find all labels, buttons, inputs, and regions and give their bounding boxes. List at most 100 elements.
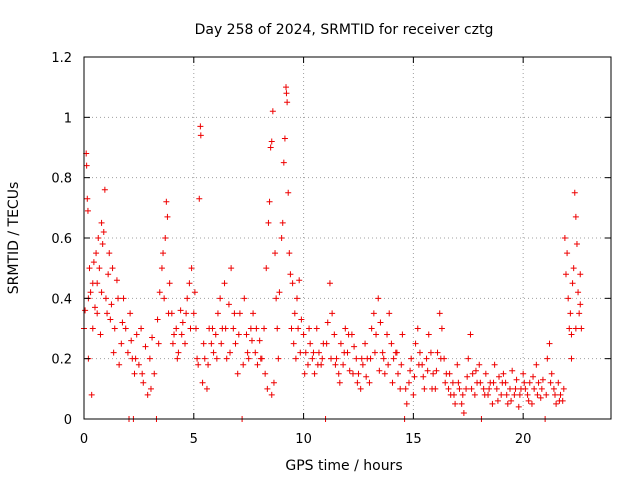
data-points-layer [81, 84, 585, 422]
data-point [109, 265, 116, 272]
data-point [476, 361, 483, 368]
data-point [423, 355, 430, 362]
data-point [319, 355, 326, 362]
data-point [94, 310, 101, 317]
data-point [96, 265, 103, 272]
data-point [278, 235, 285, 241]
data-point [178, 331, 185, 338]
data-point [104, 310, 111, 317]
data-point [530, 373, 537, 380]
data-point [240, 361, 247, 368]
data-point [329, 310, 336, 317]
data-point [230, 325, 237, 332]
data-point [122, 325, 129, 332]
data-point [82, 307, 89, 314]
data-point [116, 361, 123, 368]
data-point [88, 391, 95, 398]
data-point [266, 198, 273, 205]
data-point [367, 355, 374, 362]
data-point [548, 370, 555, 377]
data-point [213, 355, 220, 362]
data-point [139, 370, 146, 377]
data-point [107, 316, 114, 323]
data-point [351, 343, 358, 350]
data-point [531, 385, 538, 392]
data-point [138, 325, 145, 332]
data-point [482, 370, 489, 377]
data-point [132, 355, 139, 362]
data-point [90, 259, 97, 266]
data-point [402, 385, 409, 392]
data-point [388, 340, 395, 347]
data-point [335, 370, 342, 377]
data-point [455, 379, 462, 386]
data-point [264, 385, 271, 392]
data-point [458, 400, 465, 407]
data-point [544, 355, 551, 362]
data-point [340, 361, 347, 368]
chart-title: Day 258 of 2024, SRMTID for receiver czt… [195, 22, 494, 38]
data-point [154, 316, 161, 323]
data-point [477, 379, 484, 386]
data-point [468, 385, 475, 392]
data-point [275, 355, 282, 362]
data-point [528, 400, 535, 407]
data-point [399, 331, 406, 338]
data-point [357, 385, 364, 392]
y-tick-label: 1 [64, 111, 72, 126]
data-point [573, 241, 580, 248]
data-point [362, 340, 369, 347]
data-point [203, 385, 210, 392]
data-point [217, 295, 224, 302]
data-point [489, 400, 496, 407]
data-point [480, 385, 487, 392]
data-point [108, 301, 115, 308]
data-point [155, 340, 162, 347]
data-point [268, 138, 275, 145]
x-tick-label: 5 [190, 432, 198, 447]
data-point [273, 295, 280, 302]
data-point [291, 310, 298, 317]
data-point [555, 379, 562, 386]
data-point [454, 361, 461, 368]
data-point [333, 355, 340, 362]
data-point [416, 349, 423, 356]
data-point [553, 400, 560, 407]
data-point [403, 400, 410, 407]
data-point [268, 391, 275, 398]
data-point [147, 385, 154, 392]
data-point [342, 325, 349, 332]
data-point [424, 367, 431, 374]
data-point [248, 337, 255, 344]
data-point [538, 385, 545, 392]
data-point [442, 379, 449, 386]
data-point [265, 219, 272, 226]
data-point [228, 265, 235, 272]
data-point [411, 373, 418, 380]
data-point [245, 355, 252, 362]
data-point [561, 235, 568, 241]
data-point [465, 355, 472, 362]
data-point [218, 340, 225, 347]
data-point [315, 349, 322, 356]
data-point [87, 289, 94, 296]
data-point [210, 349, 217, 356]
data-point [297, 349, 304, 356]
data-point [539, 376, 546, 383]
data-point [254, 361, 261, 368]
data-point [512, 385, 519, 392]
data-point [450, 391, 457, 398]
data-point [95, 235, 102, 241]
data-point [231, 310, 238, 317]
y-axis-title: SRMTID / TECUs [6, 182, 22, 295]
data-point [300, 331, 307, 338]
data-point [173, 325, 180, 332]
data-point [331, 331, 338, 338]
data-point [436, 310, 443, 317]
data-point [201, 355, 208, 362]
data-point [427, 349, 434, 356]
data-point [106, 250, 113, 257]
data-point [272, 250, 279, 257]
data-point [370, 310, 377, 317]
data-point [526, 379, 533, 386]
